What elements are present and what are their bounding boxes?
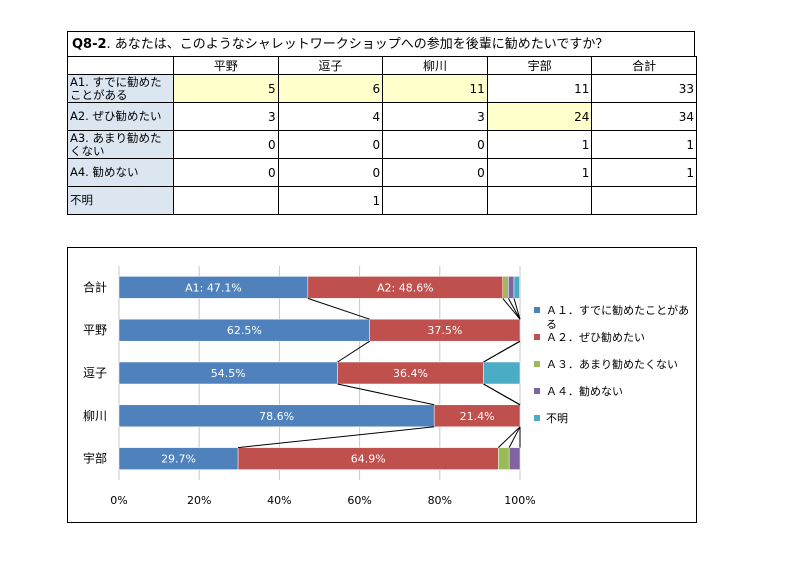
table-cell: 1: [591, 130, 697, 159]
table-cell: 1: [486, 158, 593, 187]
table-cell: 4: [277, 102, 384, 131]
bar-segment: [483, 361, 521, 385]
table-cell: 11: [486, 74, 593, 103]
series-line: [513, 298, 521, 320]
legend-entry: Ａ２．ぜひ勧めたい: [546, 330, 645, 344]
category-label: 宇部: [83, 451, 107, 466]
legend-entry: 不明: [546, 412, 568, 425]
category-label: 柳川: [83, 409, 107, 423]
bar-segment: [498, 447, 510, 470]
row-label: A2. ぜひ勧めたい: [67, 102, 174, 131]
bar-segment: [502, 276, 509, 299]
table-row: A3. あまり勧めたくない 0 0 0 1 1: [67, 130, 697, 159]
bar-segment: [513, 276, 520, 299]
table-cell: 11: [382, 74, 488, 103]
question-title: Q8-2. あなたは、このようなシャレットワークショップへの参加を後輩に勧めたい…: [67, 31, 695, 56]
table-row: 不明 1: [67, 186, 697, 215]
data-label: A1: 47.1%: [185, 281, 242, 294]
data-label: A2: 48.6%: [377, 281, 434, 294]
series-line: [508, 426, 521, 448]
table-cell: 3: [173, 102, 279, 131]
table-cell: 24: [486, 102, 593, 131]
x-tick-label: 0%: [110, 494, 127, 507]
series-line: [483, 383, 521, 406]
x-tick-label: 80%: [428, 494, 452, 507]
bar-segment: [508, 447, 521, 470]
data-label: 78.6%: [259, 410, 294, 423]
table-cell: [382, 186, 488, 215]
category-label: 逗子: [83, 366, 107, 380]
x-tick-label: 60%: [347, 494, 371, 507]
data-label: 62.5%: [227, 324, 262, 337]
data-label: 36.4%: [393, 367, 428, 380]
row-label: A4. 勧めない: [67, 158, 174, 187]
legend-entry: Ａ３．あまり勧めたくない: [546, 357, 678, 371]
bar-segment: [508, 276, 515, 299]
results-table: 平野 逗子 柳川 宇部 合計 A1. すでに勧めたことがある 5 6 11 11…: [67, 56, 697, 215]
header-blank: [67, 56, 174, 75]
table-row: A2. ぜひ勧めたい 3 4 3 24 34: [67, 102, 697, 131]
column-header: 宇部: [486, 56, 593, 75]
question-text: . あなたは、このようなシャレットワークショップへの参加を後輩に勧めたいですか？: [106, 37, 609, 52]
row-label: A1. すでに勧めたことがある: [67, 74, 174, 103]
column-header: 逗子: [277, 56, 384, 75]
table-cell: 0: [173, 158, 279, 187]
legend-swatch: [534, 334, 540, 340]
table-cell: [591, 186, 697, 215]
bar-segment: [369, 318, 521, 342]
legend-swatch: [534, 415, 540, 421]
table-cell: 33: [591, 74, 697, 103]
series-line: [307, 297, 370, 320]
series-line: [337, 340, 370, 363]
table-cell: 1: [591, 158, 697, 187]
table-cell: 0: [382, 130, 488, 159]
table-cell: 0: [173, 130, 279, 159]
question-id: Q8-2: [72, 37, 107, 52]
stacked-bar-chart: 0% 20% 40% 60% 80% 100% 合計 A1: 47.1% A2: 48.6% 平野…: [83, 266, 689, 507]
series-line: [502, 298, 521, 320]
series-line: [238, 426, 435, 449]
table-cell: 34: [591, 102, 697, 131]
category-label: 合計: [83, 279, 107, 294]
data-label: 29.7%: [161, 453, 196, 466]
series-line: [507, 298, 521, 320]
x-tick-label: 20%: [187, 494, 211, 507]
category-label: 平野: [83, 323, 107, 337]
table-cell: [486, 186, 593, 215]
bar-segment: [433, 404, 521, 428]
table-cell: 0: [277, 158, 384, 187]
table-cell: 1: [277, 186, 384, 215]
series-line: [337, 383, 435, 406]
x-tick-label: 40%: [267, 494, 291, 507]
legend-entry: Ａ１．すでに勧めたことがある: [546, 303, 689, 331]
legend-swatch: [534, 388, 540, 394]
table-header-row: 平野 逗子 柳川 宇部 合計: [67, 56, 697, 75]
data-label: 54.5%: [211, 367, 246, 380]
column-header: 柳川: [382, 56, 488, 75]
series-line: [497, 426, 521, 448]
data-label: 64.9%: [351, 453, 386, 466]
data-label: 21.4%: [460, 410, 495, 423]
table-cell: 5: [173, 74, 279, 103]
column-header: 合計: [591, 56, 697, 75]
column-header: 平野: [173, 56, 279, 75]
row-label: 不明: [67, 186, 174, 215]
x-tick-label: 100%: [504, 494, 535, 507]
table-row: A1. すでに勧めたことがある 5 6 11 11 33: [67, 74, 697, 103]
table-cell: 1: [486, 130, 593, 159]
table-cell: 0: [277, 130, 384, 159]
series-line: [483, 340, 521, 363]
row-label: A3. あまり勧めたくない: [67, 130, 174, 159]
chart-frame: 0% 20% 40% 60% 80% 100% 合計 A1: 47.1% A2: 48.6% 平野…: [67, 247, 697, 523]
data-label: 37.5%: [427, 324, 462, 337]
table-cell: [173, 186, 279, 215]
table-cell: 3: [382, 102, 488, 131]
legend-entry: Ａ４．勧めない: [546, 384, 623, 398]
table-cell: 6: [277, 74, 384, 103]
table-row: A4. 勧めない 0 0 0 1 1: [67, 158, 697, 187]
legend-swatch: [534, 361, 540, 367]
legend-swatch: [534, 307, 540, 313]
table-cell: 0: [382, 158, 488, 187]
